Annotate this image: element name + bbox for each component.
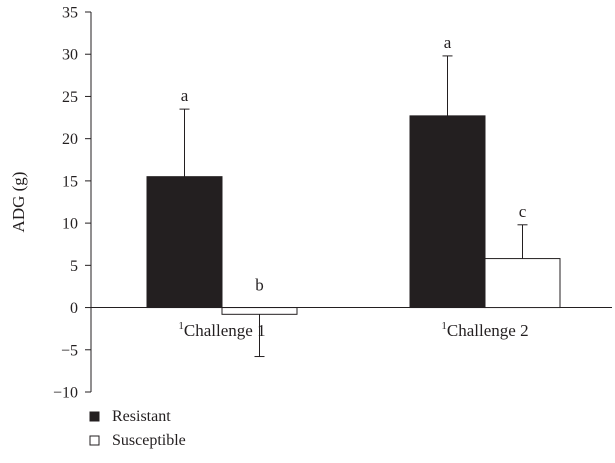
- y-tick-label: 25: [62, 89, 78, 106]
- y-tick-label: 0: [70, 300, 78, 317]
- legend-label-resistant: Resistant: [112, 408, 171, 425]
- category-label: 1Challenge 1: [178, 320, 265, 340]
- legend: Resistant Susceptible: [89, 408, 186, 449]
- y-tick-label: 15: [62, 173, 78, 190]
- category-label: 1Challenge 2: [441, 320, 528, 340]
- y-tick-label: −5: [61, 342, 78, 359]
- bar-susceptible-2: [484, 258, 561, 309]
- bar-susceptible-1: [221, 307, 298, 315]
- category-superscript: 1: [441, 320, 447, 332]
- y-tick-label: 5: [70, 258, 78, 275]
- category-name: Challenge 2: [447, 321, 529, 340]
- category-name: Challenge 1: [184, 321, 266, 340]
- y-tick-label: 35: [62, 5, 78, 22]
- legend-swatch-susceptible: [89, 435, 100, 446]
- significance-letter: a: [181, 86, 189, 105]
- y-tick-label: 10: [62, 216, 78, 233]
- bars: [146, 55, 561, 358]
- significance-letter: c: [519, 202, 527, 221]
- significance-letter: b: [255, 276, 264, 295]
- bar-resistant-1: [146, 176, 223, 309]
- y-tick-label: 30: [62, 47, 78, 64]
- legend-swatch-resistant: [89, 411, 100, 422]
- legend-label-susceptible: Susceptible: [112, 432, 186, 449]
- category-superscript: 1: [178, 320, 184, 332]
- significance-letter: a: [444, 33, 452, 52]
- y-tick-label: −10: [53, 385, 78, 402]
- y-axis-title: ADG (g): [9, 172, 28, 233]
- axes: 35 30 25 20 15 10 5 0 −5 −10 ADG (g): [9, 5, 612, 402]
- y-tick-label: 20: [62, 131, 78, 148]
- bar-resistant-2: [409, 115, 486, 309]
